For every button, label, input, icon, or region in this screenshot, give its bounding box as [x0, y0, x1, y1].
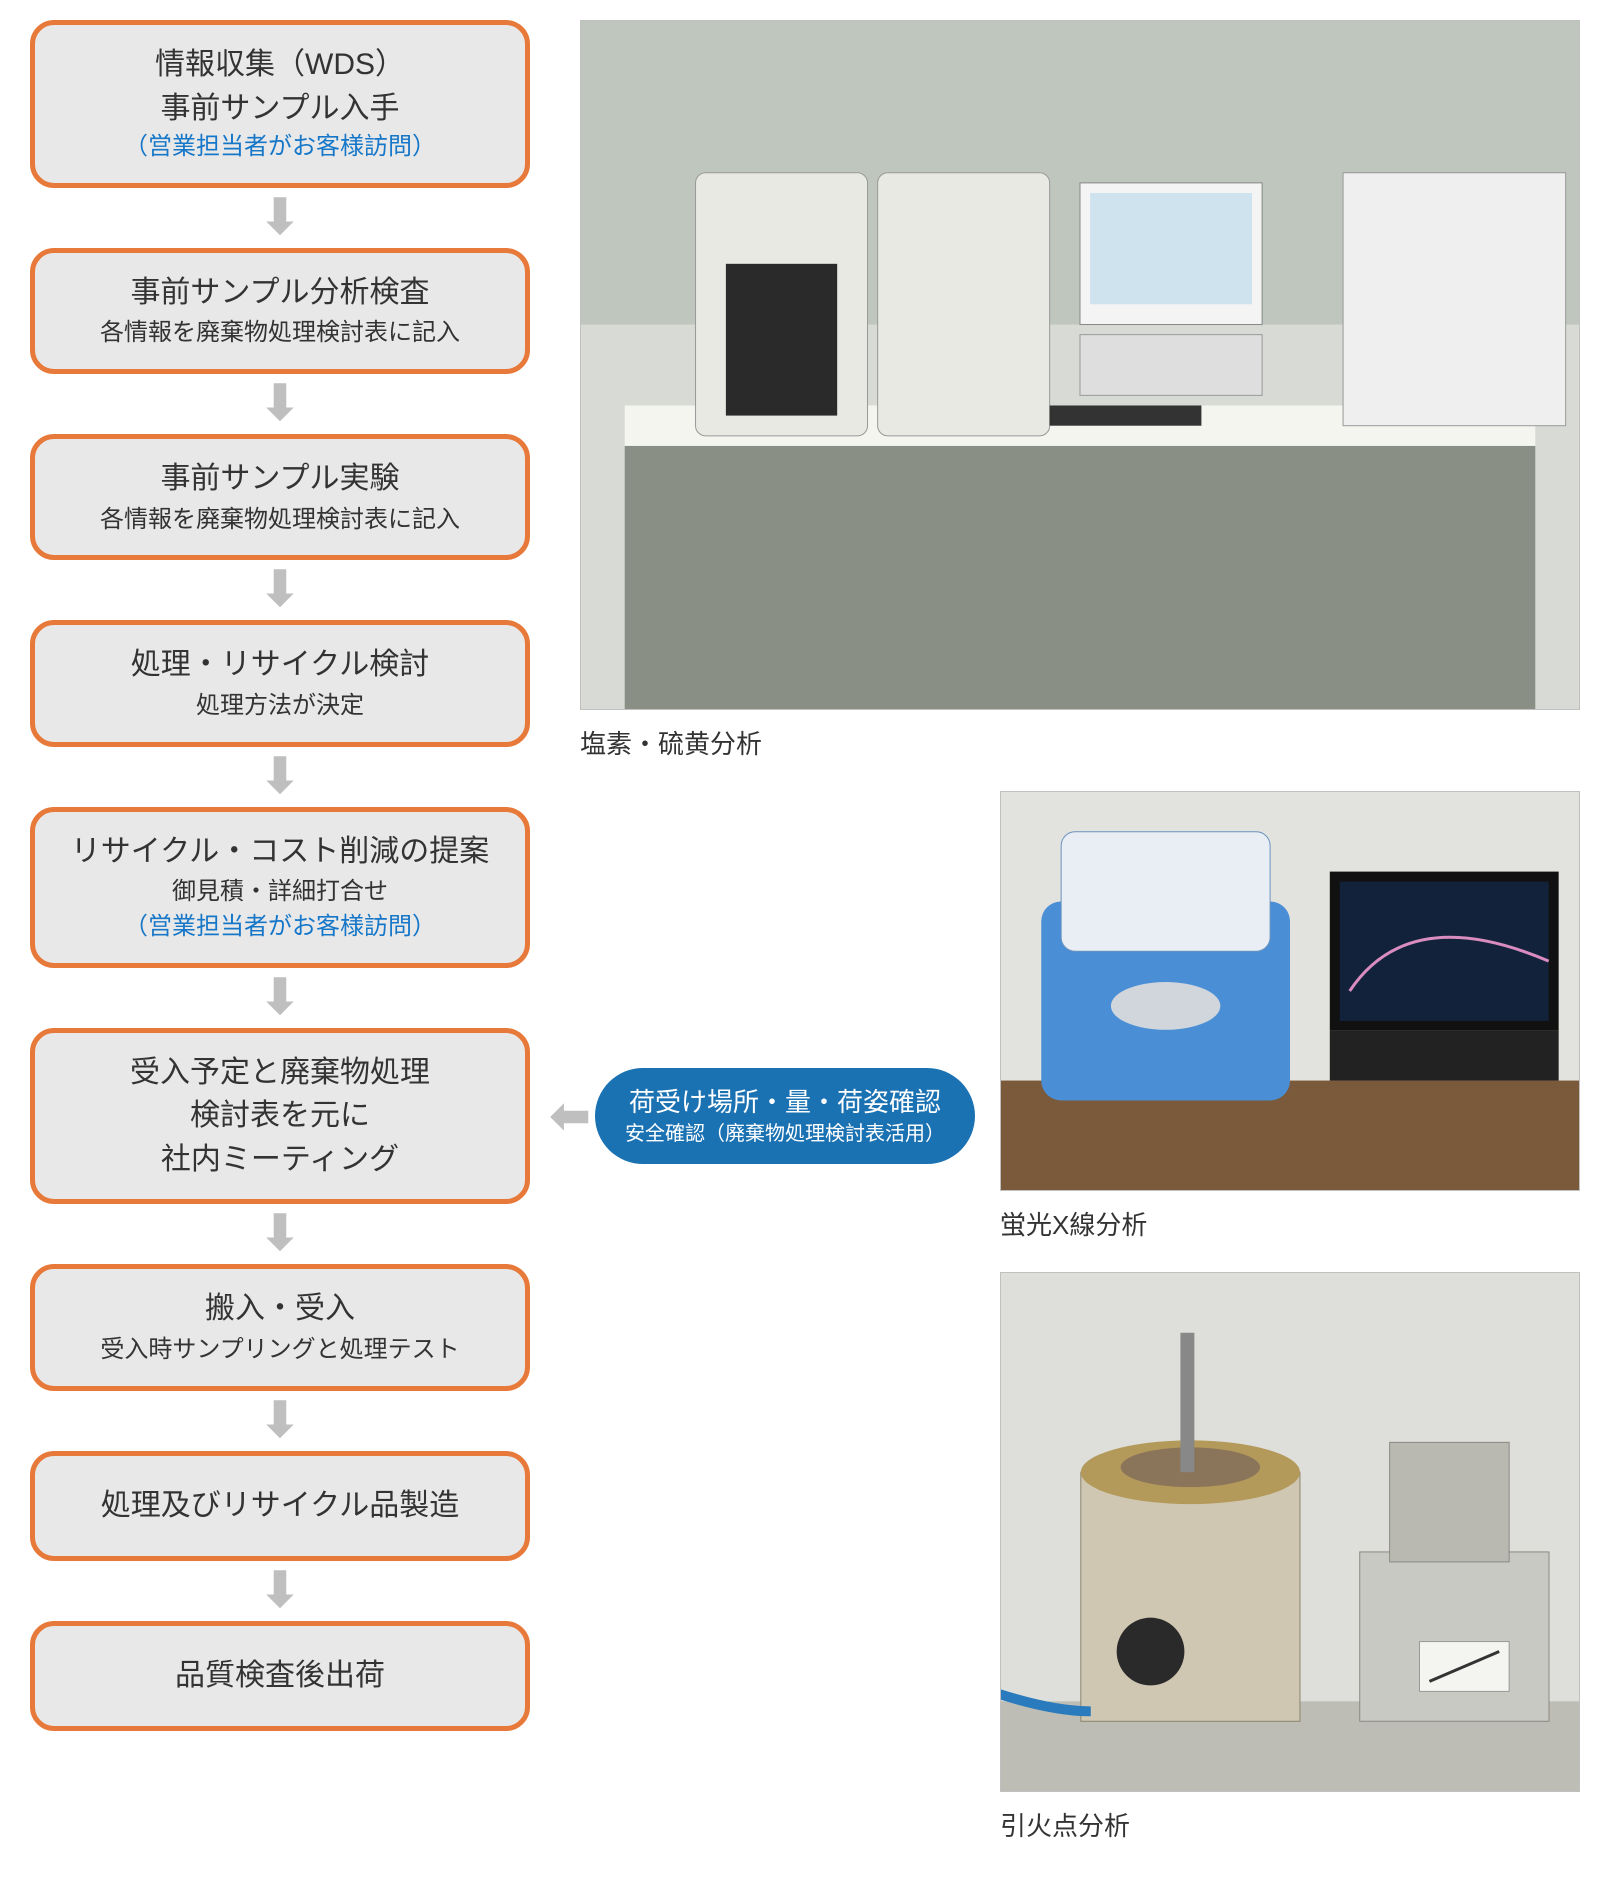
down-arrow-icon: ⬇: [260, 566, 300, 614]
down-arrow-icon: ⬇: [260, 753, 300, 801]
down-arrow-icon: ⬇: [260, 1210, 300, 1258]
flow-node-2: 事前サンプル実験各情報を廃棄物処理検討表に記入: [30, 434, 530, 560]
side-arrow-icon: ⬅: [550, 1088, 590, 1144]
photo-lab-analyzers: [580, 20, 1580, 710]
flow-node-title: 処理及びリサイクル品製造: [101, 1484, 460, 1528]
flow-node-subtitle: 各情報を廃棄物処理検討表に記入: [100, 503, 460, 538]
flow-node-title: 情報収集（WDS）: [155, 43, 405, 87]
photo-caption-flashpoint: 引火点分析: [1000, 1806, 1580, 1843]
flow-node-title: 品質検査後出荷: [175, 1654, 385, 1698]
flowchart: 情報収集（WDS）事前サンプル入手（営業担当者がお客様訪問）⬇事前サンプル分析検…: [20, 20, 540, 1843]
side-pill-title: 荷受け場所・量・荷姿確認: [625, 1084, 945, 1120]
flow-node-title: 検討表を元に: [190, 1094, 370, 1138]
side-pill-sub: 安全確認（廃棄物処理検討表活用）: [625, 1120, 945, 1148]
photo-block-flashpoint: 引火点分析: [1000, 1272, 1580, 1843]
photo-caption-xrf: 蛍光X線分析: [1000, 1205, 1580, 1242]
photo-flashpoint-apparatus: [1000, 1272, 1580, 1792]
down-arrow-icon: ⬇: [260, 380, 300, 428]
flow-node-4: リサイクル・コスト削減の提案御見積・詳細打合せ（営業担当者がお客様訪問）: [30, 807, 530, 968]
down-arrow-icon: ⬇: [260, 194, 300, 242]
flow-node-note: （営業担当者がお客様訪問）: [124, 130, 436, 165]
flow-node-title: 社内ミーティング: [161, 1138, 399, 1182]
flow-node-8: 品質検査後出荷: [30, 1621, 530, 1731]
flow-node-title: リサイクル・コスト削減の提案: [71, 830, 490, 874]
side-pill: 荷受け場所・量・荷姿確認安全確認（廃棄物処理検討表活用）: [595, 1068, 975, 1164]
flow-node-3: 処理・リサイクル検討処理方法が決定: [30, 620, 530, 746]
photo-block-xrf: 蛍光X線分析: [1000, 791, 1580, 1242]
flow-node-note: （営業担当者がお客様訪問）: [124, 910, 436, 945]
flow-node-title: 事前サンプル実験: [160, 457, 399, 501]
flow-node-title: 処理・リサイクル検討: [131, 643, 430, 687]
flow-node-6: 搬入・受入受入時サンプリングと処理テスト: [30, 1264, 530, 1390]
flow-node-7: 処理及びリサイクル品製造: [30, 1451, 530, 1561]
flow-node-subtitle: 御見積・詳細打合せ: [172, 875, 388, 910]
flow-node-title: 搬入・受入: [205, 1287, 355, 1331]
down-arrow-icon: ⬇: [260, 1567, 300, 1615]
flow-node-subtitle: 受入時サンプリングと処理テスト: [100, 1333, 459, 1368]
photo-column: 塩素・硫黄分析 蛍光X線分析: [580, 20, 1580, 1843]
photo-xrf-analyzer: [1000, 791, 1580, 1191]
flow-node-0: 情報収集（WDS）事前サンプル入手（営業担当者がお客様訪問）: [30, 20, 530, 188]
flow-node-title: 受入予定と廃棄物処理: [130, 1051, 430, 1095]
down-arrow-icon: ⬇: [260, 974, 300, 1022]
flow-node-subtitle: 処理方法が決定: [196, 689, 364, 724]
flow-node-title: 事前サンプル入手: [160, 87, 399, 131]
flow-node-subtitle: 各情報を廃棄物処理検討表に記入: [100, 316, 460, 351]
page-container: 情報収集（WDS）事前サンプル入手（営業担当者がお客様訪問）⬇事前サンプル分析検…: [20, 20, 1580, 1843]
flow-node-5: 受入予定と廃棄物処理検討表を元に社内ミーティング: [30, 1028, 530, 1205]
flow-node-1: 事前サンプル分析検査各情報を廃棄物処理検討表に記入: [30, 248, 530, 374]
flow-node-title: 事前サンプル分析検査: [130, 271, 429, 315]
photo-block-top: 塩素・硫黄分析: [580, 20, 1580, 761]
down-arrow-icon: ⬇: [260, 1397, 300, 1445]
photo-caption-top: 塩素・硫黄分析: [580, 724, 1580, 761]
